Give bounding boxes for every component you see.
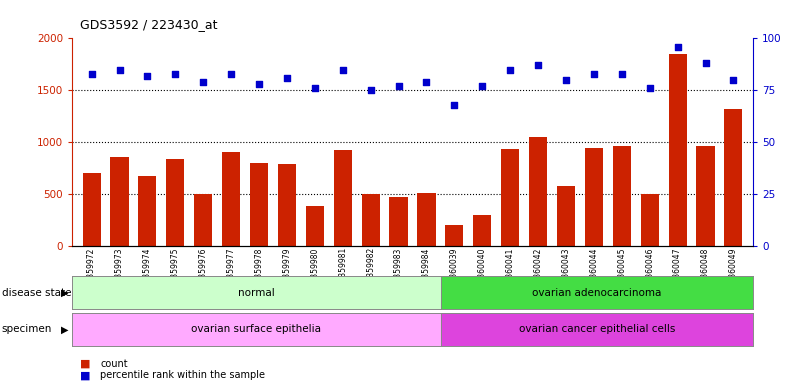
Text: specimen: specimen bbox=[2, 324, 52, 334]
Point bbox=[671, 44, 684, 50]
Text: percentile rank within the sample: percentile rank within the sample bbox=[100, 370, 265, 380]
Text: disease state: disease state bbox=[2, 288, 71, 298]
Bar bbox=[139, 176, 156, 246]
Point bbox=[476, 83, 489, 89]
Point bbox=[504, 66, 517, 73]
Text: ▶: ▶ bbox=[61, 288, 68, 298]
Bar bbox=[83, 173, 101, 246]
Text: ■: ■ bbox=[80, 359, 91, 369]
Bar bbox=[222, 152, 240, 246]
Point bbox=[392, 83, 405, 89]
Bar bbox=[334, 151, 352, 246]
Bar bbox=[445, 225, 464, 246]
Text: ovarian surface epithelia: ovarian surface epithelia bbox=[191, 324, 321, 334]
Bar bbox=[361, 194, 380, 246]
Bar bbox=[724, 109, 743, 246]
Text: ovarian cancer epithelial cells: ovarian cancer epithelial cells bbox=[519, 324, 675, 334]
Point bbox=[197, 79, 210, 85]
Text: normal: normal bbox=[238, 288, 275, 298]
Point bbox=[532, 62, 545, 68]
Point bbox=[141, 73, 154, 79]
Point bbox=[615, 71, 628, 77]
Bar bbox=[501, 149, 519, 246]
Bar bbox=[278, 164, 296, 246]
Point bbox=[699, 60, 712, 66]
Bar bbox=[696, 146, 714, 246]
Text: ovarian adenocarcinoma: ovarian adenocarcinoma bbox=[532, 288, 662, 298]
Point bbox=[448, 102, 461, 108]
Point bbox=[280, 75, 293, 81]
Bar bbox=[194, 194, 212, 246]
Point bbox=[308, 85, 321, 91]
Point bbox=[252, 81, 265, 87]
Text: GDS3592 / 223430_at: GDS3592 / 223430_at bbox=[80, 18, 218, 31]
Bar bbox=[389, 197, 408, 246]
Point bbox=[420, 79, 433, 85]
Bar bbox=[585, 148, 603, 246]
Point bbox=[560, 77, 573, 83]
Bar bbox=[641, 194, 658, 246]
Bar bbox=[557, 185, 575, 246]
Bar bbox=[167, 159, 184, 246]
Point bbox=[169, 71, 182, 77]
Bar bbox=[417, 193, 436, 246]
Bar bbox=[111, 157, 129, 246]
Bar bbox=[306, 206, 324, 246]
Bar bbox=[473, 215, 491, 246]
Point bbox=[364, 87, 377, 93]
Point bbox=[643, 85, 656, 91]
Point bbox=[225, 71, 238, 77]
Bar bbox=[669, 54, 686, 246]
Bar bbox=[529, 137, 547, 246]
Point bbox=[336, 66, 349, 73]
Point bbox=[113, 66, 126, 73]
Point bbox=[727, 77, 740, 83]
Text: count: count bbox=[100, 359, 127, 369]
Point bbox=[587, 71, 600, 77]
Point bbox=[85, 71, 98, 77]
Text: ▶: ▶ bbox=[61, 324, 68, 334]
Bar bbox=[250, 163, 268, 246]
Text: ■: ■ bbox=[80, 370, 91, 380]
Bar bbox=[613, 146, 631, 246]
